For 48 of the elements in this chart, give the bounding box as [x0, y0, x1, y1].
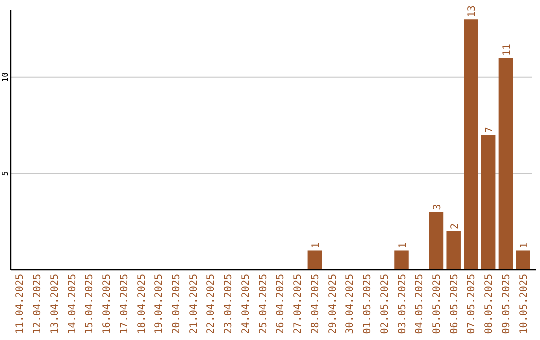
bar [516, 250, 530, 270]
x-tick-label: 23.04.2025 [224, 274, 235, 334]
bar [481, 135, 496, 270]
data-label: 7 [484, 127, 496, 134]
data-label: 2 [450, 223, 461, 230]
x-tick-label: 18.04.2025 [136, 274, 148, 334]
x-tick-label: 15.04.2025 [84, 274, 96, 334]
bar [498, 58, 514, 270]
x-tick-label: 13.04.2025 [50, 274, 61, 334]
x-tick-label: 10.05.2025 [518, 274, 530, 334]
data-label: 3 [432, 204, 444, 210]
x-tick-label: 30.04.2025 [345, 274, 356, 334]
x-tick-label: 05.05.2025 [432, 274, 443, 334]
x-tick-label: 04.05.2025 [414, 274, 426, 334]
x-tick-label: 17.04.2025 [119, 274, 130, 334]
x-tick-label: 26.04.2025 [276, 274, 287, 334]
data-label: 1 [310, 242, 322, 249]
x-tick-label: 24.04.2025 [240, 274, 252, 334]
x-tick-label: 12.04.2025 [32, 274, 44, 334]
x-tick-label: 01.05.2025 [362, 274, 374, 334]
x-tick-label: 09.05.2025 [501, 274, 512, 334]
x-tick-label: 06.05.2025 [449, 274, 460, 334]
x-tick-label: 19.04.2025 [154, 274, 166, 334]
x-tick-label: 27.04.2025 [293, 274, 304, 334]
data-label: 11 [502, 44, 513, 56]
x-tick-label: 02.05.2025 [380, 274, 391, 334]
x-tick-label: 29.04.2025 [328, 274, 339, 334]
bar [308, 250, 322, 270]
x-tick-label: 20.04.2025 [171, 274, 182, 334]
bar [464, 20, 478, 270]
x-tick-label: 14.04.2025 [67, 274, 78, 334]
x-tick-label: 21.04.2025 [188, 274, 200, 334]
y-tick-label: 5 [1, 171, 10, 176]
bar [394, 250, 409, 270]
data-label: 1 [398, 242, 409, 249]
x-tick-label: 28.04.2025 [310, 274, 322, 334]
bar [429, 212, 444, 270]
data-label: 1 [519, 242, 530, 249]
y-tick-label: 10 [1, 72, 10, 82]
data-label: 13 [467, 6, 478, 18]
x-tick-label: 22.04.2025 [206, 274, 218, 334]
x-tick-label: 03.05.2025 [397, 274, 408, 334]
x-tick-label: 07.05.2025 [466, 274, 478, 334]
x-tick-label: 11.04.2025 [15, 274, 26, 334]
bar [446, 231, 461, 270]
x-tick-label: 08.05.2025 [484, 274, 496, 334]
x-tick-label: 16.04.2025 [102, 274, 114, 334]
x-tick-label: 25.04.2025 [258, 274, 270, 334]
